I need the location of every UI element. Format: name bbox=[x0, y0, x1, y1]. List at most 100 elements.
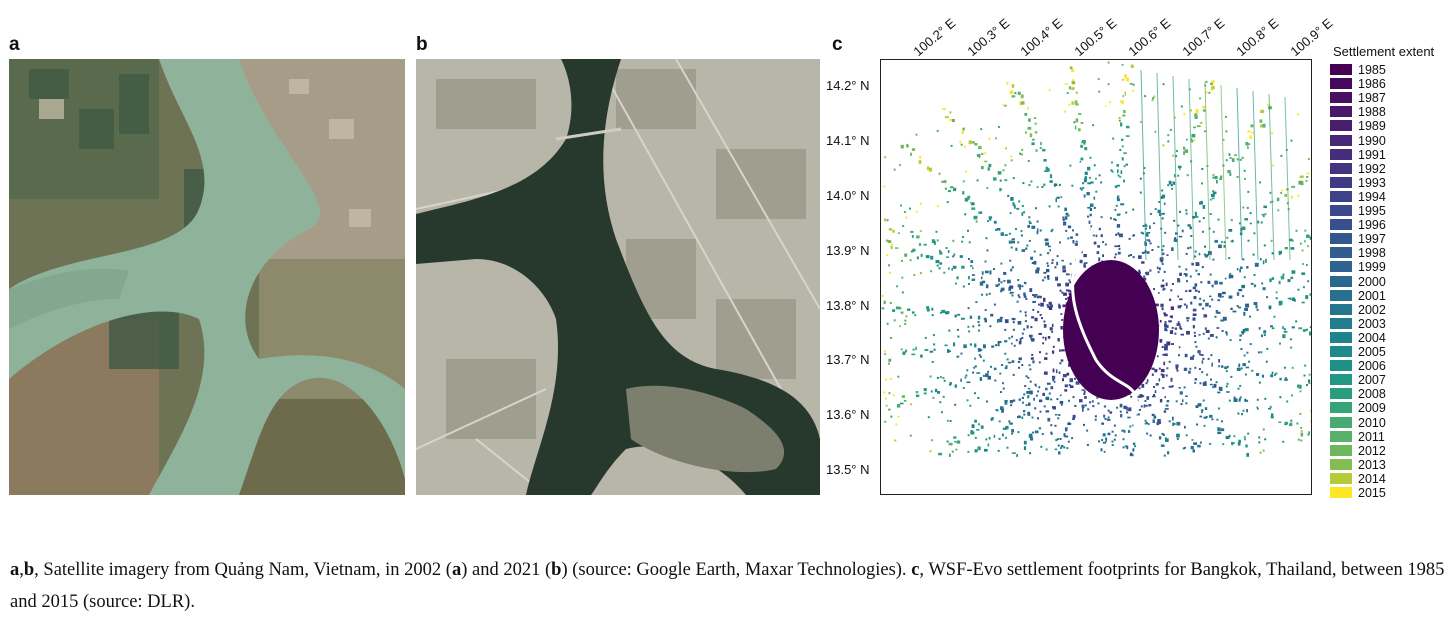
legend-swatch bbox=[1330, 458, 1352, 470]
legend-year-label: 2003 bbox=[1358, 316, 1386, 331]
y-tick-label: 13.8° N bbox=[826, 298, 870, 313]
legend-swatch bbox=[1330, 162, 1352, 174]
caption-label-b: b bbox=[23, 560, 35, 580]
legend-swatch bbox=[1330, 205, 1352, 216]
y-tick-label: 13.6° N bbox=[826, 407, 870, 422]
legend-item: 1996 bbox=[1330, 218, 1386, 232]
legend-swatch bbox=[1330, 148, 1352, 160]
legend-year-label: 2002 bbox=[1358, 302, 1386, 317]
legend-item: 2000 bbox=[1330, 275, 1386, 289]
caption-text: , Satellite imagery from Quảng Nam, Viet… bbox=[34, 560, 452, 580]
x-tick-label: 100.9° E bbox=[1287, 15, 1336, 59]
legend-item: 1985 bbox=[1330, 63, 1386, 77]
legend-year-label: 1988 bbox=[1358, 105, 1386, 120]
legend-year-label: 2013 bbox=[1358, 457, 1386, 472]
legend-swatch bbox=[1330, 402, 1352, 414]
legend-item: 2006 bbox=[1330, 359, 1386, 373]
legend-swatch bbox=[1330, 416, 1352, 428]
legend-swatch bbox=[1330, 388, 1352, 400]
legend-swatch bbox=[1330, 487, 1352, 498]
legend-item: 2005 bbox=[1330, 345, 1386, 359]
legend-year-label: 2005 bbox=[1358, 345, 1386, 359]
legend-swatch bbox=[1330, 430, 1352, 442]
legend-swatch bbox=[1330, 120, 1352, 132]
figure-caption: a,b, Satellite imagery from Quảng Nam, V… bbox=[10, 554, 1450, 618]
legend-item: 1986 bbox=[1330, 77, 1386, 91]
legend-year-label: 1998 bbox=[1358, 246, 1386, 261]
legend-item: 1987 bbox=[1330, 91, 1386, 105]
legend-year-label: 2014 bbox=[1358, 471, 1386, 486]
caption-ref-b: b bbox=[551, 560, 562, 580]
legend-year-label: 1996 bbox=[1358, 218, 1386, 233]
legend-year-label: 1987 bbox=[1358, 91, 1386, 106]
legend-item: 1994 bbox=[1330, 190, 1386, 204]
x-tick-label: 100.7° E bbox=[1179, 15, 1228, 59]
caption-text: ) (source: Google Earth, Maxar Technolog… bbox=[561, 560, 912, 580]
x-tick-label: 100.8° E bbox=[1233, 15, 1282, 59]
legend-item: 2015 bbox=[1330, 486, 1386, 500]
legend-year-label: 1985 bbox=[1358, 63, 1386, 77]
legend-swatch bbox=[1330, 106, 1352, 118]
legend-swatch bbox=[1330, 303, 1352, 315]
legend-year-label: 1990 bbox=[1358, 133, 1386, 148]
legend-year-label: 1992 bbox=[1358, 161, 1386, 176]
legend-swatch bbox=[1330, 247, 1352, 259]
legend-year-label: 2008 bbox=[1358, 387, 1386, 402]
y-tick-label: 13.7° N bbox=[826, 352, 870, 367]
legend-year-label: 1999 bbox=[1358, 260, 1386, 275]
x-tick-label: 100.4° E bbox=[1017, 15, 1066, 59]
legend-swatch bbox=[1330, 317, 1352, 329]
legend-year-label: 2001 bbox=[1358, 288, 1386, 303]
legend-swatch bbox=[1330, 444, 1352, 456]
caption-label-a: a bbox=[10, 560, 20, 580]
legend-swatch bbox=[1330, 472, 1352, 484]
caption-text: ) and 2021 ( bbox=[461, 560, 552, 580]
legend-item: 2001 bbox=[1330, 289, 1386, 303]
legend-item: 2003 bbox=[1330, 317, 1386, 331]
x-tick-label: 100.6° E bbox=[1125, 15, 1174, 59]
legend-title: Settlement extent bbox=[1333, 44, 1435, 59]
legend-year-label: 2011 bbox=[1358, 429, 1385, 444]
legend-year-label: 2006 bbox=[1358, 359, 1386, 374]
legend-year-label: 2007 bbox=[1358, 373, 1386, 388]
legend-item: 2007 bbox=[1330, 373, 1386, 387]
x-tick-label: 100.2° E bbox=[910, 15, 959, 59]
legend-year-label: 2009 bbox=[1358, 401, 1386, 416]
legend-item: 2010 bbox=[1330, 416, 1386, 430]
y-tick-label: 13.9° N bbox=[826, 243, 870, 258]
legend-swatch bbox=[1330, 331, 1352, 343]
legend-swatch bbox=[1330, 190, 1352, 202]
legend-item: 2011 bbox=[1330, 430, 1385, 444]
legend-year-label: 1986 bbox=[1358, 77, 1386, 92]
legend-item: 2012 bbox=[1330, 444, 1386, 458]
legend-item: 2004 bbox=[1330, 331, 1386, 345]
panel-label-c: c bbox=[832, 34, 843, 55]
legend-swatch bbox=[1330, 78, 1352, 90]
legend-item: 1999 bbox=[1330, 260, 1386, 274]
legend-item: 1992 bbox=[1330, 162, 1386, 176]
caption-text: , bbox=[19, 560, 24, 580]
legend-year-label: 2010 bbox=[1358, 415, 1386, 430]
legend-year-label: 2000 bbox=[1358, 274, 1386, 289]
legend-swatch bbox=[1330, 346, 1352, 357]
y-tick-label: 13.5° N bbox=[826, 462, 870, 477]
panel-label-a: a bbox=[9, 34, 20, 55]
legend-swatch bbox=[1330, 360, 1352, 372]
legend-item: 2013 bbox=[1330, 458, 1386, 472]
legend-swatch bbox=[1330, 289, 1352, 301]
legend-item: 2008 bbox=[1330, 387, 1386, 401]
legend-item: 2002 bbox=[1330, 303, 1386, 317]
legend-swatch bbox=[1330, 92, 1352, 104]
y-tick-label: 14.2° N bbox=[826, 78, 870, 93]
legend-item: 1988 bbox=[1330, 105, 1386, 119]
legend-item: 1995 bbox=[1330, 204, 1386, 218]
y-tick-label: 14.1° N bbox=[826, 133, 870, 148]
legend-item: 1993 bbox=[1330, 176, 1386, 190]
legend-swatch bbox=[1330, 64, 1352, 75]
legend-swatch bbox=[1330, 219, 1352, 231]
legend-item: 2009 bbox=[1330, 401, 1386, 415]
legend-year-label: 1994 bbox=[1358, 189, 1386, 204]
legend-item: 1991 bbox=[1330, 148, 1386, 162]
legend-year-label: 1995 bbox=[1358, 204, 1386, 218]
legend-swatch bbox=[1330, 233, 1352, 245]
